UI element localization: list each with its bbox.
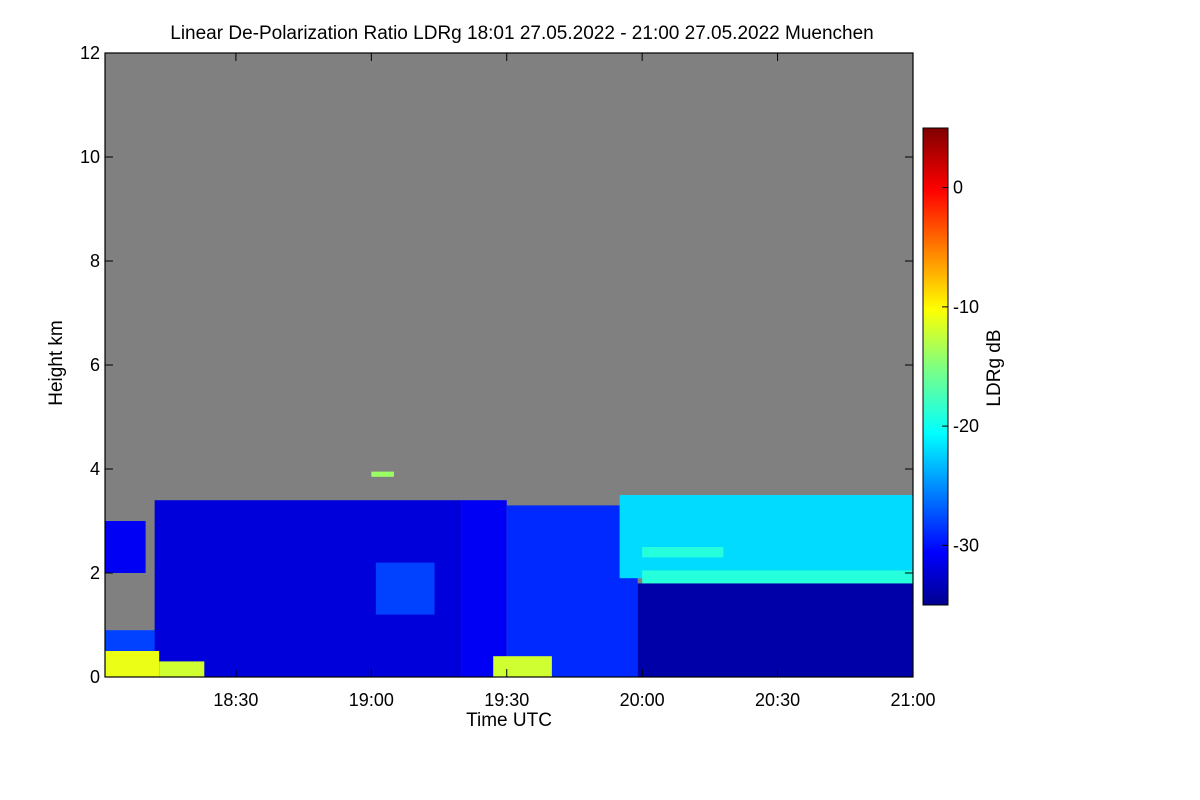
y-tick-label: 6 [90,355,100,375]
ldr-layers [105,471,913,677]
colorbar-tick-label: -20 [953,416,979,436]
ldr-layer [375,562,435,615]
ldr-layer [493,656,552,677]
x-axis-ticks: 18:30 19:00 19:30 20:00 20:30 21:00 [213,53,936,710]
y-tick-label: 0 [90,667,100,687]
colorbar-label: LDRg dB [984,329,1005,406]
ldr-layer [642,570,913,584]
ldr-layer [642,547,724,558]
y-tick-label: 8 [90,251,100,271]
ldr-layer [105,521,146,573]
ldr-layer [105,651,160,677]
ldr-layer [619,495,913,579]
ldr-layer [371,471,394,477]
x-tick-label: 20:30 [755,690,800,710]
y-tick-label: 4 [90,459,100,479]
y-tick-label: 2 [90,563,100,583]
ldr-layer [637,583,913,677]
chart-title: Linear De-Polarization Ratio LDRg 18:01 … [170,23,873,44]
plot-area [104,52,914,678]
y-tick-label: 12 [80,43,100,63]
ldr-layer [159,661,205,677]
colorbar-tick-label: -30 [953,535,979,555]
colorbar-tick-label: 0 [953,178,963,198]
x-tick-label: 19:00 [349,690,394,710]
x-tick-label: 18:30 [213,690,258,710]
x-tick-label: 19:30 [484,690,529,710]
y-axis-label: Height km [46,320,67,406]
y-axis-ticks: 0 2 4 6 8 10 12 [80,43,913,687]
x-tick-label: 21:00 [890,690,935,710]
colorbar-ticks: 0 -10 -20 -30 [942,178,979,555]
x-tick-label: 20:00 [620,690,665,710]
colorbar [922,127,949,606]
x-axis-label: Time UTC [466,710,552,731]
colorbar-tick-label: -10 [953,297,979,317]
y-tick-label: 10 [80,147,100,167]
ldr-layer [461,500,507,677]
ldr-layer [506,505,638,677]
